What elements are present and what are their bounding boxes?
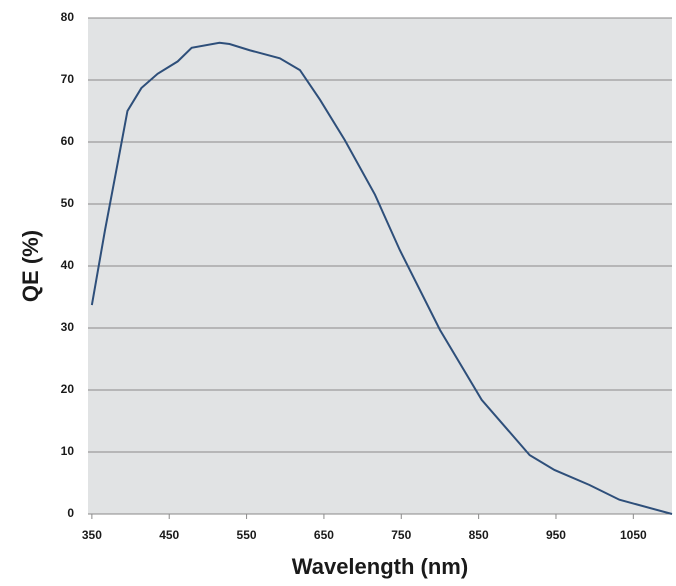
x-tick-label: 550 [237,528,257,542]
x-tick-label: 350 [82,528,102,542]
y-tick-label: 60 [61,134,75,148]
x-tick-label: 750 [391,528,411,542]
x-tick-label: 1050 [620,528,647,542]
y-tick-label: 20 [61,382,75,396]
y-tick-label: 10 [61,444,75,458]
y-tick-label: 0 [67,506,74,520]
x-tick-label: 450 [159,528,179,542]
y-tick-label: 50 [61,196,75,210]
x-tick-label: 650 [314,528,334,542]
y-tick-label: 80 [61,10,75,24]
x-tick-label: 950 [546,528,566,542]
y-axis-label: QE (%) [18,230,43,302]
y-tick-label: 70 [61,72,75,86]
x-axis-label: Wavelength (nm) [292,554,468,579]
x-tick-label: 850 [469,528,489,542]
y-tick-label: 30 [61,320,75,334]
y-tick-label: 40 [61,258,75,272]
line-series [90,41,673,515]
